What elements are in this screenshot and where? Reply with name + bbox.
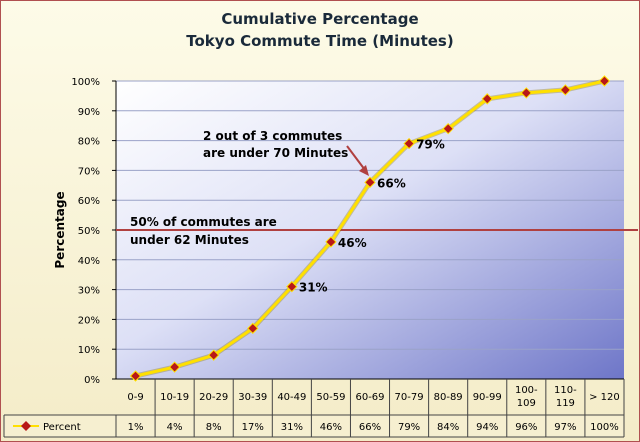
table-cell-value: 46% (320, 422, 342, 433)
x-tick-label-cont: 119 (556, 398, 575, 409)
y-tick-label: 20% (78, 315, 100, 326)
x-tick-label: 10-19 (160, 392, 189, 403)
y-tick-label: 50% (78, 226, 100, 237)
table-cell-value: 17% (242, 422, 264, 433)
table-cell-value: 1% (128, 422, 144, 433)
legend-series-name: Percent (43, 422, 81, 433)
table-cell-value: 84% (437, 422, 459, 433)
table-cell-value: 97% (554, 422, 576, 433)
legend-marker-icon (21, 421, 31, 431)
annotation-50pct-line2: under 62 Minutes (130, 233, 249, 247)
x-tick-label: 30-39 (238, 392, 267, 403)
x-tick-label: 80-89 (434, 392, 463, 403)
data-point-2 (207, 349, 220, 361)
x-tick-label-cont: 109 (517, 398, 536, 409)
annotation-two-thirds-line1: 2 out of 3 commutes (203, 129, 342, 143)
y-tick-label: 0% (84, 375, 100, 386)
data-point-3 (247, 322, 259, 335)
data-point-6 (364, 176, 376, 189)
data-label-6: 66% (377, 176, 406, 190)
data-point-0 (129, 370, 142, 382)
annotation-two-thirds-line2: are under 70 Minutes (203, 146, 348, 160)
y-axis-title: Percentage (53, 191, 67, 268)
x-tick-label: 40-49 (277, 392, 306, 403)
table-cell-value: 94% (476, 422, 498, 433)
chart-title: Cumulative Percentage (221, 10, 418, 28)
table-cell-value: 79% (398, 422, 420, 433)
y-tick-label: 30% (78, 286, 100, 297)
chart-subtitle: Tokyo Commute Time (Minutes) (186, 32, 453, 50)
annotation-50pct-line1: 50% of commutes are (130, 215, 277, 229)
y-tick-label: 10% (78, 345, 100, 356)
table-cell-value: 8% (206, 422, 222, 433)
annotation-arrow (346, 145, 369, 176)
y-tick-label: 60% (78, 196, 100, 207)
table-cell-value: 31% (281, 422, 303, 433)
data-point-4 (286, 280, 298, 293)
data-label-4: 31% (299, 281, 328, 295)
data-point-8 (442, 122, 454, 135)
data-label-5: 46% (338, 236, 367, 250)
table-cell-value: 96% (515, 422, 537, 433)
data-point-11 (559, 84, 572, 96)
x-tick-label: > 120 (589, 392, 620, 403)
data-point-9 (481, 93, 493, 105)
y-tick-label: 80% (78, 137, 100, 148)
x-tick-label: 50-59 (316, 392, 345, 403)
x-tick-label: 60-69 (355, 392, 384, 403)
table-cell-value: 66% (359, 422, 381, 433)
x-tick-label: 70-79 (395, 392, 424, 403)
y-tick-label: 70% (78, 166, 100, 177)
x-tick-label: 110- (554, 385, 577, 396)
x-tick-label: 0-9 (127, 392, 143, 403)
y-tick-label: 90% (78, 107, 100, 118)
data-point-10 (520, 87, 533, 99)
data-label-7: 79% (416, 138, 445, 152)
table-cell-value: 4% (167, 422, 183, 433)
data-table-background (4, 415, 624, 437)
y-tick-label: 40% (78, 256, 100, 267)
table-cell-value: 100% (590, 422, 619, 433)
data-point-12 (598, 75, 611, 87)
data-point-1 (168, 361, 181, 373)
x-tick-label: 20-29 (199, 392, 228, 403)
x-tick-label: 90-99 (473, 392, 502, 403)
data-point-5 (325, 236, 337, 248)
y-tick-label: 100% (71, 77, 100, 88)
x-tick-label: 100- (515, 385, 538, 396)
data-point-7 (403, 137, 415, 150)
